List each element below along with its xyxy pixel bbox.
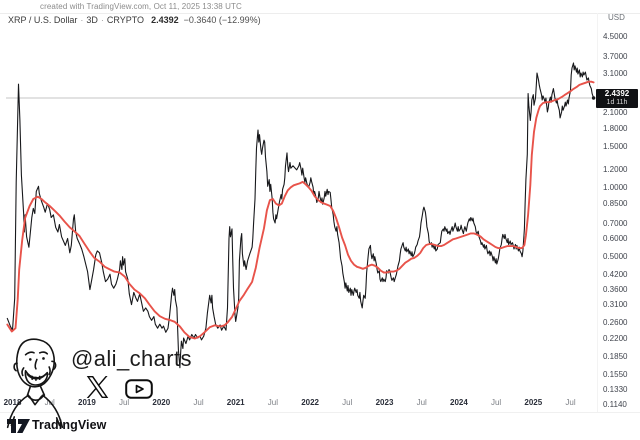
attribution-text: created with TradingView.com, Oct 11, 20…: [40, 2, 242, 11]
price-tick-label: 0.3100: [603, 300, 628, 310]
tradingview-wordmark: TradingView: [32, 418, 107, 432]
exchange-label: CRYPTO: [106, 15, 145, 25]
time-tick-label: 2021: [226, 398, 245, 407]
footer-bar: TradingView: [0, 412, 640, 440]
last-price-badge: 2.4392 1d 11h: [596, 88, 638, 108]
watermark-handle: @ali_charts: [71, 346, 192, 371]
x-logo-icon: [86, 376, 109, 398]
time-tick-label: 2020: [152, 398, 171, 407]
price-tick-label: 0.1330: [603, 384, 628, 394]
badge-countdown: 1d 11h: [606, 98, 628, 106]
price-scale-divider: [597, 13, 598, 412]
price-tick-label: 1.5000: [603, 142, 628, 152]
time-tick-label: Jul: [342, 398, 353, 407]
time-tick-label: Jul: [193, 398, 204, 407]
currency-label: USD: [608, 13, 625, 22]
price-tick-label: 2.1000: [603, 108, 628, 118]
price-tick-label: 3.7000: [603, 51, 628, 61]
last-price-value: 2.4392: [151, 15, 179, 25]
time-tick-label: Jul: [565, 398, 576, 407]
last-price-dot: [591, 96, 596, 100]
time-tick-label: 2025: [524, 398, 543, 407]
price-tick-label: 1.2000: [603, 164, 628, 174]
time-tick-label: Jul: [267, 398, 279, 407]
time-tick-label: Jul: [490, 398, 502, 407]
price-tick-label: 0.6000: [603, 233, 628, 243]
price-tick-label: 0.3600: [603, 285, 628, 295]
price-tick-label: 0.2200: [603, 334, 628, 344]
price-tick-label: 0.1140: [603, 400, 627, 410]
separator-dot: ·: [80, 15, 84, 25]
price-tick-label: 0.2600: [603, 317, 628, 327]
price-series-path: [6, 62, 595, 369]
price-tick-label: 0.5000: [603, 252, 628, 262]
price-change-value: −0.3640 (−12.99%): [183, 15, 261, 25]
separator-dot: ·: [100, 15, 104, 25]
price-tick-label: 0.1850: [603, 351, 628, 361]
price-tick-label: 1.0000: [603, 182, 628, 192]
price-tick-label: 1.8000: [603, 123, 628, 133]
time-tick-label: 2019: [77, 398, 96, 407]
price-tick-label: 0.1550: [603, 369, 628, 379]
interval-label: 3D: [86, 15, 98, 25]
price-tick-label: 0.7000: [603, 218, 628, 228]
price-tick-label: 0.8500: [603, 199, 628, 209]
time-tick-label: 2023: [375, 398, 394, 407]
price-tick-label: 0.4200: [603, 269, 628, 279]
time-tick-label: 2024: [449, 398, 468, 407]
price-tick-label: 3.1000: [603, 69, 628, 79]
time-tick-label: Jul: [416, 398, 427, 407]
symbol-name: XRP / U.S. Dollar: [8, 15, 78, 25]
time-tick-label: 2022: [301, 398, 319, 407]
youtube-icon: [125, 379, 153, 399]
time-tick-label: Jul: [118, 398, 130, 407]
attribution-bar: created with TradingView.com, Oct 11, 20…: [0, 0, 640, 14]
ma-series-path: [6, 80, 595, 340]
symbol-header: XRP / U.S. Dollar · 3D · CRYPTO 2.4392 −0.3640…: [8, 15, 261, 25]
avatar-sketch-icon: [6, 338, 64, 429]
time-tick-label: 2018: [3, 398, 22, 407]
badge-price: 2.4392: [604, 88, 630, 98]
price-tick-label: 4.5000: [603, 32, 628, 42]
